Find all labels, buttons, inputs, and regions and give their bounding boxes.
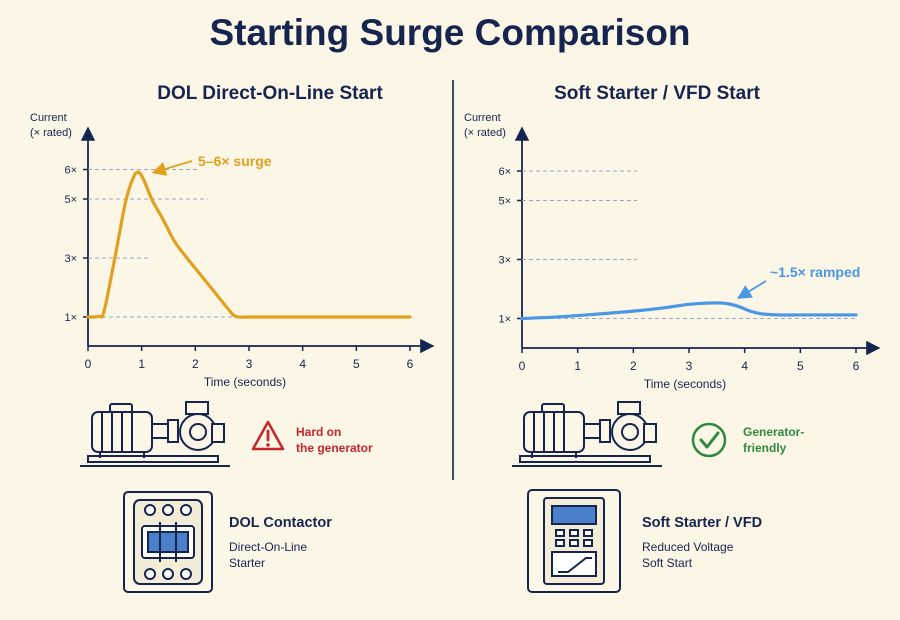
x-tick-label: 5 (353, 357, 360, 371)
contactor-icon (123, 491, 213, 593)
x-tick-label: 1 (574, 359, 581, 373)
chart-title: DOL Direct-On-Line Start (157, 83, 383, 104)
x-tick-label: 0 (519, 359, 526, 373)
y-axis-title: Current (× rated) (464, 112, 506, 139)
annotation-arrow (151, 160, 193, 176)
dol-chart: DOL Direct-On-Line Start Current (× rated)… (30, 83, 435, 389)
warning-text: Hard on the generator (296, 425, 373, 455)
current-curve (520, 301, 858, 321)
vfd-drive-icon (527, 489, 621, 593)
y-tick-label: 5× (64, 194, 77, 206)
y-axis-title: Current (× rated) (30, 112, 72, 139)
x-tick-label: 2 (192, 357, 199, 371)
check-circle-icon (691, 422, 727, 458)
y-tick-label: 6× (64, 165, 77, 177)
x-tick-label: 6 (853, 359, 860, 373)
x-tick-label: 1 (138, 357, 145, 371)
x-axis-title: Time (seconds) (644, 377, 726, 391)
vfd-subtitle: Reduced Voltage Soft Start (642, 540, 737, 570)
x-tick-label: 5 (797, 359, 804, 373)
y-tick-label: 1× (64, 312, 77, 324)
generator-friendly-text: Generator- friendly (743, 425, 808, 455)
vfd-title: Soft Starter / VFD (642, 515, 762, 531)
y-tick-label: 1× (498, 314, 511, 326)
x-tick-label: 6 (407, 357, 414, 371)
x-axis-title: Time (seconds) (204, 375, 286, 389)
current-curve (86, 170, 412, 319)
y-tick-label: 6× (498, 166, 511, 178)
annotation-arrow (736, 280, 767, 299)
soft-start-chart: Soft Starter / VFD Start Current (× rated)… (464, 83, 881, 391)
x-tick-label: 4 (741, 359, 748, 373)
y-tick-label: 5× (498, 196, 511, 208)
x-tick-label: 4 (299, 357, 306, 371)
warning-triangle-icon (251, 420, 285, 451)
y-tick-label: 3× (498, 255, 511, 267)
dol-contactor-title: DOL Contactor (229, 515, 332, 531)
panel-divider (452, 80, 454, 480)
motor-pump-icon (80, 401, 230, 467)
dol-contactor-subtitle: Direct-On-Line Starter (229, 540, 310, 570)
x-tick-label: 3 (686, 359, 693, 373)
main-title: Starting Surge Comparison (209, 12, 691, 53)
y-tick-label: 3× (64, 253, 77, 265)
annotation-label: 5–6× surge (198, 153, 272, 169)
x-tick-label: 2 (630, 359, 637, 373)
motor-pump-icon (512, 401, 662, 467)
annotation-label: ~1.5× ramped (770, 264, 860, 280)
x-tick-label: 0 (85, 357, 92, 371)
x-tick-label: 3 (246, 357, 253, 371)
chart-title: Soft Starter / VFD Start (554, 83, 761, 104)
